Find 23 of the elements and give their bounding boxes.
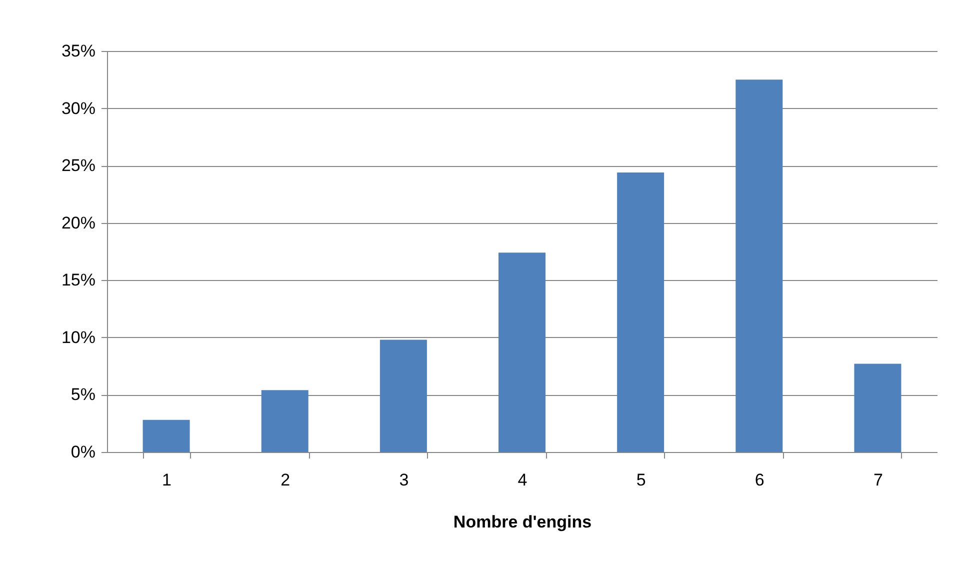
bar [142,420,190,452]
y-tick-label: 15% [61,270,96,290]
bar [498,252,546,452]
y-tick-label: 30% [61,98,96,118]
y-tick-label: 5% [70,385,96,404]
x-tick-label: 3 [399,470,409,490]
bar [380,340,427,452]
x-axis-title: Nombre d'engins [453,512,592,532]
x-tick-label: 5 [636,470,646,490]
x-tick-label: 6 [754,470,764,490]
x-tick-label: 4 [518,470,528,490]
y-tick-label: 25% [61,156,96,176]
y-tick-label: 0% [70,442,96,462]
x-tick-label: 2 [280,470,290,490]
bar [854,364,902,452]
bar [617,172,664,452]
y-tick-label: 20% [61,213,96,232]
bar [261,390,308,452]
y-tick-label: 10% [61,328,96,347]
x-tick-label: 7 [873,470,883,490]
bar [736,80,783,452]
y-tick-label: 35% [61,42,96,60]
x-tick-label: 1 [162,470,172,490]
